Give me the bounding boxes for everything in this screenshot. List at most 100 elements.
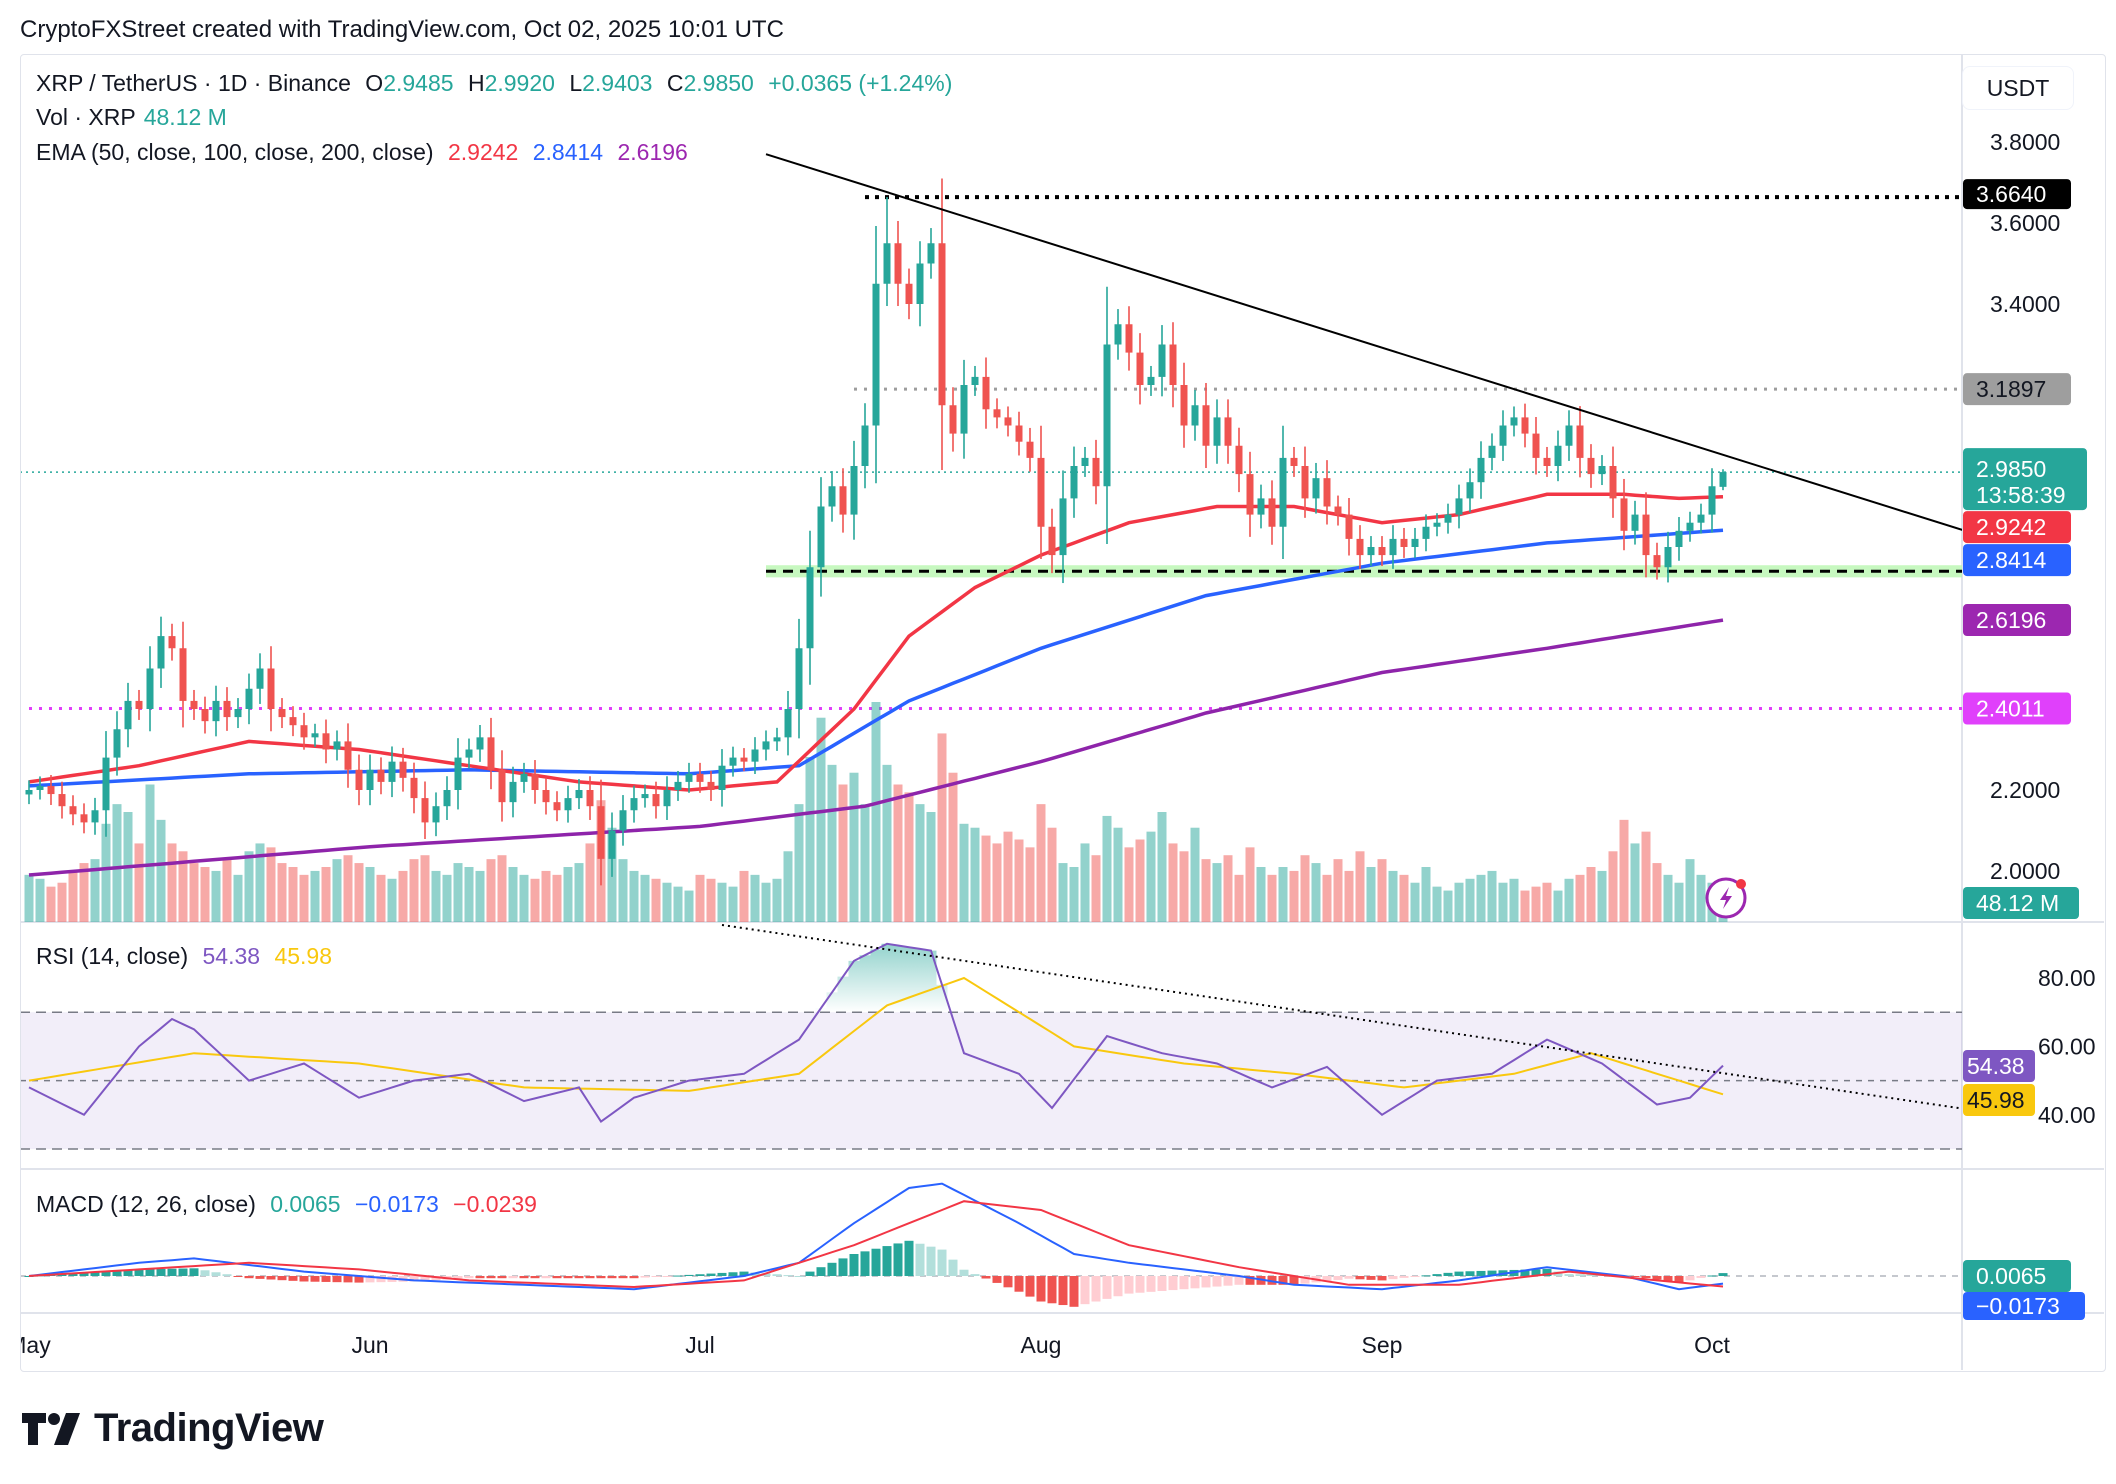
macd-histogram-bar <box>255 1276 265 1279</box>
macd-histogram-bar <box>1520 1269 1530 1276</box>
candle-body <box>267 668 275 709</box>
candle-body <box>806 567 814 649</box>
volume-bar <box>431 870 441 922</box>
candle-body <box>1323 478 1331 507</box>
candle-body <box>1004 417 1012 426</box>
volume-bar <box>959 823 969 922</box>
macd-histogram-bar <box>1476 1270 1486 1276</box>
macd-histogram-bar <box>618 1276 628 1279</box>
volume-bar <box>1256 867 1266 922</box>
macd-histogram-bar <box>354 1276 364 1283</box>
price-axis[interactable]: 3.8000 3.6000 3.4000 2.2000 2.0000 80.00 60.00… <box>1963 129 2096 1320</box>
volume-bar <box>1102 815 1112 922</box>
price-pane[interactable] <box>20 153 1965 922</box>
candle-body <box>795 648 803 709</box>
candle-body <box>1455 498 1463 515</box>
volume-bar <box>838 784 848 922</box>
macd-histogram-bar <box>453 1276 463 1279</box>
candle-body <box>454 757 462 790</box>
currency-selector[interactable]: USDT <box>1962 66 2074 110</box>
open-label: O <box>365 70 384 96</box>
candle-body <box>960 385 968 434</box>
macd-pane[interactable] <box>20 1182 1962 1307</box>
macd-histogram-bar <box>1289 1276 1299 1285</box>
volume-bar <box>1476 874 1486 922</box>
volume-bar <box>651 878 661 922</box>
volume-bar <box>1113 827 1123 922</box>
candle-body <box>1708 486 1716 515</box>
volume-bar <box>1608 851 1618 922</box>
volume-bar <box>992 843 1002 922</box>
tradingview-logo-text: TradingView <box>94 1406 324 1450</box>
macd-signal-line <box>28 1200 1724 1289</box>
macd-histogram-bar <box>332 1276 342 1283</box>
macd-histogram-bar <box>79 1272 89 1276</box>
volume-bar <box>1091 855 1101 922</box>
candle-body <box>839 486 847 515</box>
volume-bar <box>1311 863 1321 922</box>
volume-bar <box>1201 859 1211 922</box>
rsi-ma-line <box>28 976 1724 1096</box>
candle-body <box>1697 514 1705 523</box>
candle-body <box>1290 457 1298 466</box>
time-axis[interactable]: May Jun Jul Aug Sep Oct <box>7 1332 1730 1358</box>
level-tag-3-1897: 3.1897 <box>1976 376 2046 402</box>
volume-bar <box>530 878 540 922</box>
candle-body <box>1037 457 1045 527</box>
candle-body <box>36 785 44 790</box>
candle-body <box>366 769 374 790</box>
volume-bar <box>1366 867 1376 922</box>
candle-body <box>1521 417 1529 434</box>
symbol-legend[interactable]: XRP / TetherUS · 1D · Binance O2.9485 H2… <box>36 70 960 97</box>
macd-histogram-bar <box>1058 1276 1068 1306</box>
volume-bar <box>1036 804 1046 922</box>
macd-histogram-bar <box>574 1276 584 1279</box>
candle-body <box>630 798 638 811</box>
volume-bar <box>68 870 78 922</box>
macd-histogram-bar <box>1091 1276 1101 1302</box>
volume-bar <box>1300 855 1310 922</box>
candle-body <box>927 243 935 264</box>
volume-bar <box>79 863 89 922</box>
candle-body <box>300 725 308 738</box>
rsi-tag-bg <box>1963 1050 2035 1082</box>
candle-body <box>410 777 418 799</box>
macd-histogram-bar <box>112 1270 122 1276</box>
candle-body <box>971 376 979 385</box>
macd-histogram-bar <box>156 1268 166 1276</box>
ema-legend[interactable]: EMA (50, close, 100, close, 200, close) … <box>36 139 696 166</box>
candle-body <box>1202 405 1210 446</box>
candle-body <box>443 790 451 807</box>
macd-histogram-bar <box>706 1273 716 1276</box>
rsi-tick-label: 80.00 <box>2038 965 2096 991</box>
macd-histogram-bar <box>563 1276 573 1279</box>
rsi-legend[interactable]: RSI (14, close) 54.38 45.98 <box>36 943 340 970</box>
volume-bar <box>915 804 925 922</box>
candle-body <box>1213 417 1221 446</box>
candle-body <box>619 810 627 831</box>
chart-credit: CryptoFXStreet created with TradingView.… <box>20 16 784 43</box>
volume-bar <box>640 874 650 922</box>
macd-histogram-bar <box>849 1254 859 1276</box>
symbol-name[interactable]: XRP / TetherUS · 1D · Binance <box>36 70 351 96</box>
macd-histogram-bar <box>651 1276 661 1277</box>
candle-body <box>1180 385 1188 426</box>
volume-legend[interactable]: Vol · XRP 48.12 M <box>36 104 235 131</box>
macd-histogram-bar <box>1146 1276 1156 1292</box>
macd-histogram-bar <box>123 1270 133 1276</box>
rsi-pane[interactable] <box>20 924 1965 1150</box>
macd-histogram-bar <box>1696 1276 1706 1278</box>
volume-bar <box>750 874 760 922</box>
candle-body <box>1125 324 1133 353</box>
volume-bar <box>1509 878 1519 922</box>
volume-bar <box>739 870 749 922</box>
tradingview-logo[interactable]: TradingView <box>22 1406 324 1451</box>
macd-histogram-bar <box>365 1276 375 1283</box>
replay-icon[interactable] <box>1705 877 1747 919</box>
macd-legend[interactable]: MACD (12, 26, close) 0.0065 −0.0173 −0.0… <box>36 1191 545 1218</box>
volume-bar <box>1652 863 1662 922</box>
volume-bar <box>1179 851 1189 922</box>
candle-body <box>1675 530 1683 547</box>
candle-body <box>1345 514 1353 539</box>
